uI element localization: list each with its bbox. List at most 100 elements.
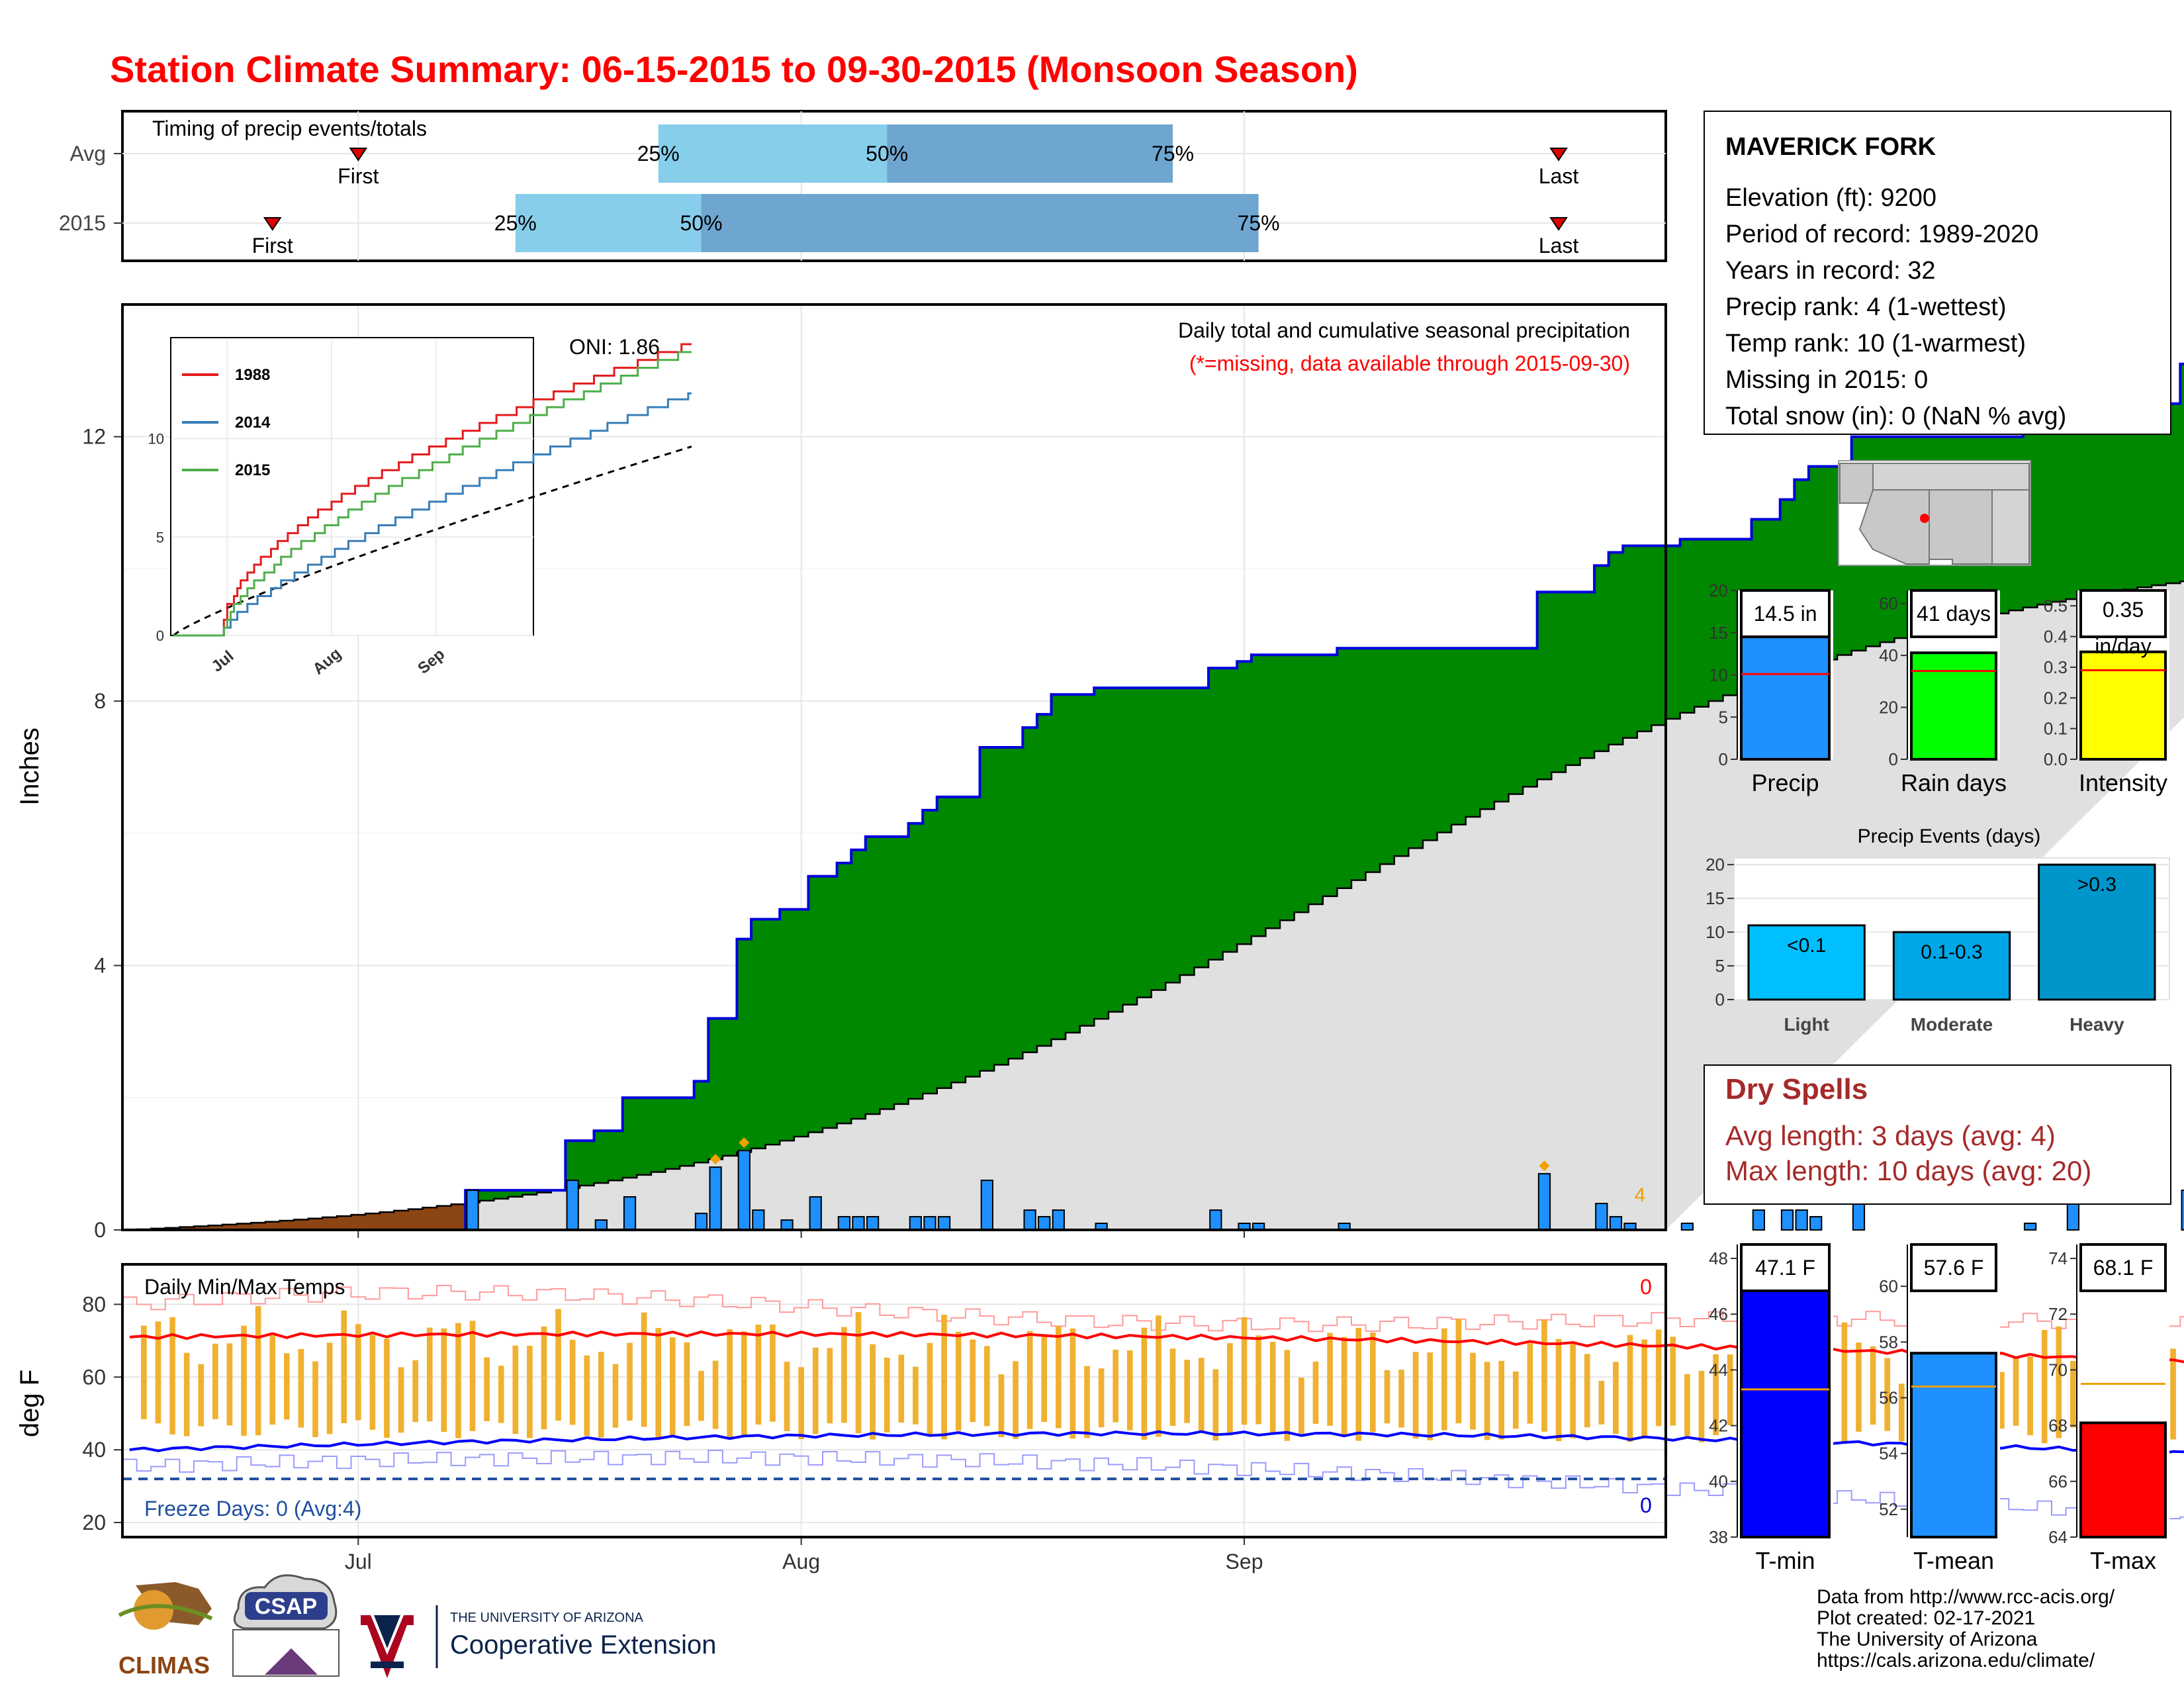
date-axis-label: Jul bbox=[345, 1550, 372, 1573]
cumulative-departure-segment bbox=[565, 1141, 580, 1188]
station-line: Precip rank: 4 (1-wettest) bbox=[1725, 293, 2006, 321]
daily-temp-bar bbox=[198, 1364, 205, 1427]
daily-temp-bar bbox=[1684, 1374, 1690, 1436]
temp-ytick-label: 60 bbox=[82, 1365, 106, 1389]
daily-temp-bar bbox=[1484, 1362, 1490, 1440]
daily-temp-bar bbox=[512, 1345, 519, 1434]
timing-event-marker bbox=[349, 148, 368, 162]
temp-mini-value: 47.1 F bbox=[1755, 1256, 1815, 1280]
dry-spells-avg: Avg length: 3 days (avg: 4) bbox=[1725, 1120, 2056, 1151]
daily-temp-bar bbox=[527, 1346, 533, 1438]
precip-ytick-label: 0 bbox=[94, 1218, 106, 1242]
mini-bar-ytick-label: 40 bbox=[1879, 645, 1898, 665]
daily-temp-bar bbox=[612, 1364, 619, 1428]
daily-temp-bar bbox=[2041, 1330, 2048, 1444]
daily-precip-bar bbox=[594, 1219, 608, 1231]
daily-precip-bar bbox=[780, 1219, 794, 1231]
daily-temp-bar bbox=[441, 1328, 447, 1432]
cumulative-departure-segment bbox=[336, 1216, 352, 1230]
daily-temp-bar bbox=[1141, 1327, 1148, 1440]
precip-ylabel: Inches bbox=[15, 727, 44, 806]
temp-mini-ytick-label: 44 bbox=[1709, 1360, 1728, 1380]
events-category-label: Light bbox=[1784, 1014, 1829, 1035]
cumulative-departure-segment bbox=[1508, 648, 1524, 794]
daily-temp-bar bbox=[684, 1342, 690, 1427]
daily-precip-bar bbox=[1752, 1209, 1765, 1231]
cumulative-departure-segment bbox=[208, 1225, 223, 1230]
cumulative-departure-segment bbox=[1322, 655, 1338, 896]
cumulative-departure-segment bbox=[665, 1098, 680, 1169]
timing-percentile-label: 50% bbox=[680, 211, 722, 235]
temp-mini-ytick-label: 60 bbox=[1879, 1276, 1898, 1296]
station-line: Elevation (ft): 9200 bbox=[1725, 184, 1936, 212]
temp-mini-label: T-min bbox=[1756, 1547, 1815, 1574]
daily-temp-bar bbox=[655, 1328, 662, 1438]
temp-mini-ytick-label: 68 bbox=[2048, 1416, 2068, 1436]
cumulative-departure-segment bbox=[2052, 430, 2067, 602]
timing-label: Timing of precip events/totals bbox=[152, 117, 427, 140]
cumulative-departure-segment bbox=[579, 1141, 595, 1186]
cumulative-departure-segment bbox=[1066, 694, 1081, 1033]
events-bar bbox=[2038, 863, 2156, 1001]
cumulative-departure-segment bbox=[522, 1190, 537, 1195]
daily-precip-bar bbox=[623, 1196, 637, 1231]
mini-bar-value: 0.35 bbox=[2103, 598, 2144, 622]
daily-temp-bar bbox=[598, 1352, 604, 1438]
daily-temp-bar bbox=[1156, 1315, 1161, 1437]
daily-temp-bar bbox=[1427, 1352, 1433, 1440]
daily-temp-bar bbox=[770, 1324, 776, 1422]
cumulative-departure-segment bbox=[1637, 545, 1653, 731]
cumulative-departure-segment bbox=[1408, 648, 1424, 849]
cumulative-departure-segment bbox=[251, 1223, 266, 1230]
daily-temp-bar bbox=[727, 1329, 733, 1438]
daily-temp-bar bbox=[1627, 1335, 1633, 1442]
timing-percentile-label: 50% bbox=[866, 142, 908, 165]
daily-temp-bar bbox=[1641, 1339, 1647, 1437]
daily-temp-bar bbox=[984, 1346, 990, 1427]
daily-temp-bar bbox=[569, 1339, 576, 1425]
date-axis-label: Sep bbox=[1226, 1550, 1263, 1573]
daily-precip-bar bbox=[866, 1216, 880, 1231]
cumulative-departure-segment bbox=[1351, 648, 1367, 880]
daily-precip-bar bbox=[1780, 1209, 1794, 1231]
precip-panel-subtitle: (*=missing, data available through 2015-… bbox=[1189, 352, 1630, 375]
cumulative-departure-segment bbox=[1237, 661, 1252, 945]
timing-percentile-label: 25% bbox=[637, 142, 680, 165]
cumulative-departure-segment bbox=[1680, 539, 1695, 713]
daily-temp-bar bbox=[455, 1323, 461, 1438]
cumulative-departure-segment bbox=[322, 1217, 338, 1230]
daily-temp-bar bbox=[384, 1338, 390, 1438]
cumulative-departure-segment bbox=[1594, 565, 1610, 751]
daily-temp-bar bbox=[1999, 1372, 2005, 1429]
ua-name: THE UNIVERSITY OF ARIZONA bbox=[450, 1611, 644, 1625]
cumulative-departure-segment bbox=[1122, 688, 1138, 1005]
temp-panel-frame bbox=[121, 1263, 1667, 1538]
inset-legend-label: 1988 bbox=[235, 366, 270, 384]
daily-temp-bar bbox=[369, 1335, 376, 1430]
timing-bar-q2 bbox=[887, 124, 1173, 183]
cumulative-departure-segment bbox=[1651, 545, 1666, 726]
daily-temp-bar bbox=[1441, 1328, 1447, 1430]
timing-event-label: Last bbox=[1539, 164, 1579, 188]
daily-temp-bar bbox=[1169, 1348, 1176, 1427]
temp-mini-ytick-label: 38 bbox=[1709, 1527, 1728, 1547]
daily-temp-bar bbox=[1412, 1352, 1419, 1439]
daily-temp-bar bbox=[1098, 1368, 1105, 1428]
cumulative-departure-segment bbox=[193, 1226, 209, 1230]
coop-extension-name: Cooperative Extension bbox=[450, 1630, 716, 1660]
cumulative-departure-segment bbox=[1708, 539, 1723, 701]
extreme-precip-marker bbox=[739, 1137, 750, 1149]
daily-temp-bar bbox=[212, 1343, 218, 1419]
daily-temp-bar bbox=[698, 1370, 704, 1421]
cumulative-departure-segment bbox=[2122, 403, 2138, 590]
temp-mini-value-box bbox=[1740, 1243, 1831, 1292]
cumulative-departure-segment bbox=[737, 939, 752, 1152]
cumulative-departure-segment bbox=[1480, 648, 1495, 810]
normal-cumulative-area bbox=[122, 581, 2184, 1230]
cumulative-departure-segment bbox=[837, 863, 852, 1124]
daily-temp-bar bbox=[2027, 1356, 2033, 1436]
cumulative-departure-segment bbox=[437, 1205, 452, 1230]
cumulative-departure-segment bbox=[1580, 592, 1595, 759]
daily-precip-bar bbox=[909, 1216, 923, 1231]
